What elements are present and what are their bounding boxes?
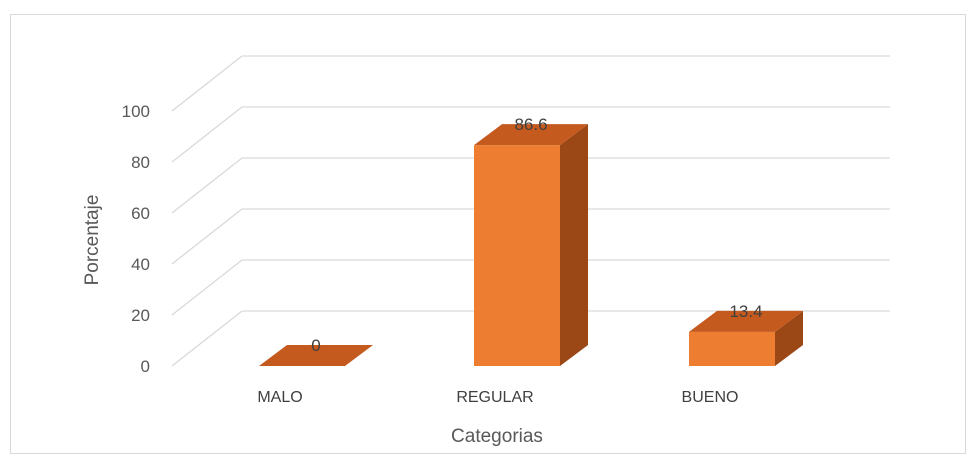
gridline-diagonal [171, 157, 243, 214]
y-tick-label: 0 [141, 357, 150, 376]
data-label: 0 [311, 336, 320, 355]
data-labels: 0 86.6 13.4 [311, 115, 762, 355]
gridline-diagonal [171, 259, 243, 316]
y-tick-label: 40 [131, 255, 150, 274]
gridline-diagonal [171, 310, 243, 367]
bar-regular [474, 124, 588, 366]
gridline-diagonal [171, 106, 243, 163]
data-label: 86.6 [514, 115, 547, 134]
bar-side [775, 310, 803, 366]
y-axis-title: Porcentaje [82, 195, 103, 286]
bar-top [689, 310, 803, 332]
bar-side [560, 124, 588, 366]
bar-bueno [689, 310, 803, 366]
bar-malo [259, 345, 373, 366]
bar-top [259, 345, 373, 366]
bars [259, 124, 803, 366]
x-axis-categories: MALO REGULAR BUENO [257, 389, 738, 406]
y-tick-label: 100 [122, 102, 150, 121]
gridline-diagonal [171, 55, 243, 112]
y-tick-label: 20 [131, 306, 150, 325]
y-tick-label: 60 [131, 204, 150, 223]
x-category-label: REGULAR [456, 389, 533, 406]
bar-front [474, 145, 560, 366]
y-axis-ticks: 0 20 40 60 80 100 [122, 102, 150, 376]
bar-top [474, 124, 588, 146]
x-category-label: BUENO [682, 389, 739, 406]
y-tick-label: 80 [131, 153, 150, 172]
bar-front [689, 331, 775, 366]
data-label: 13.4 [729, 302, 762, 321]
x-axis-title: Categorias [451, 426, 543, 447]
x-category-label: MALO [257, 389, 302, 406]
gridline-diagonal [171, 208, 243, 265]
